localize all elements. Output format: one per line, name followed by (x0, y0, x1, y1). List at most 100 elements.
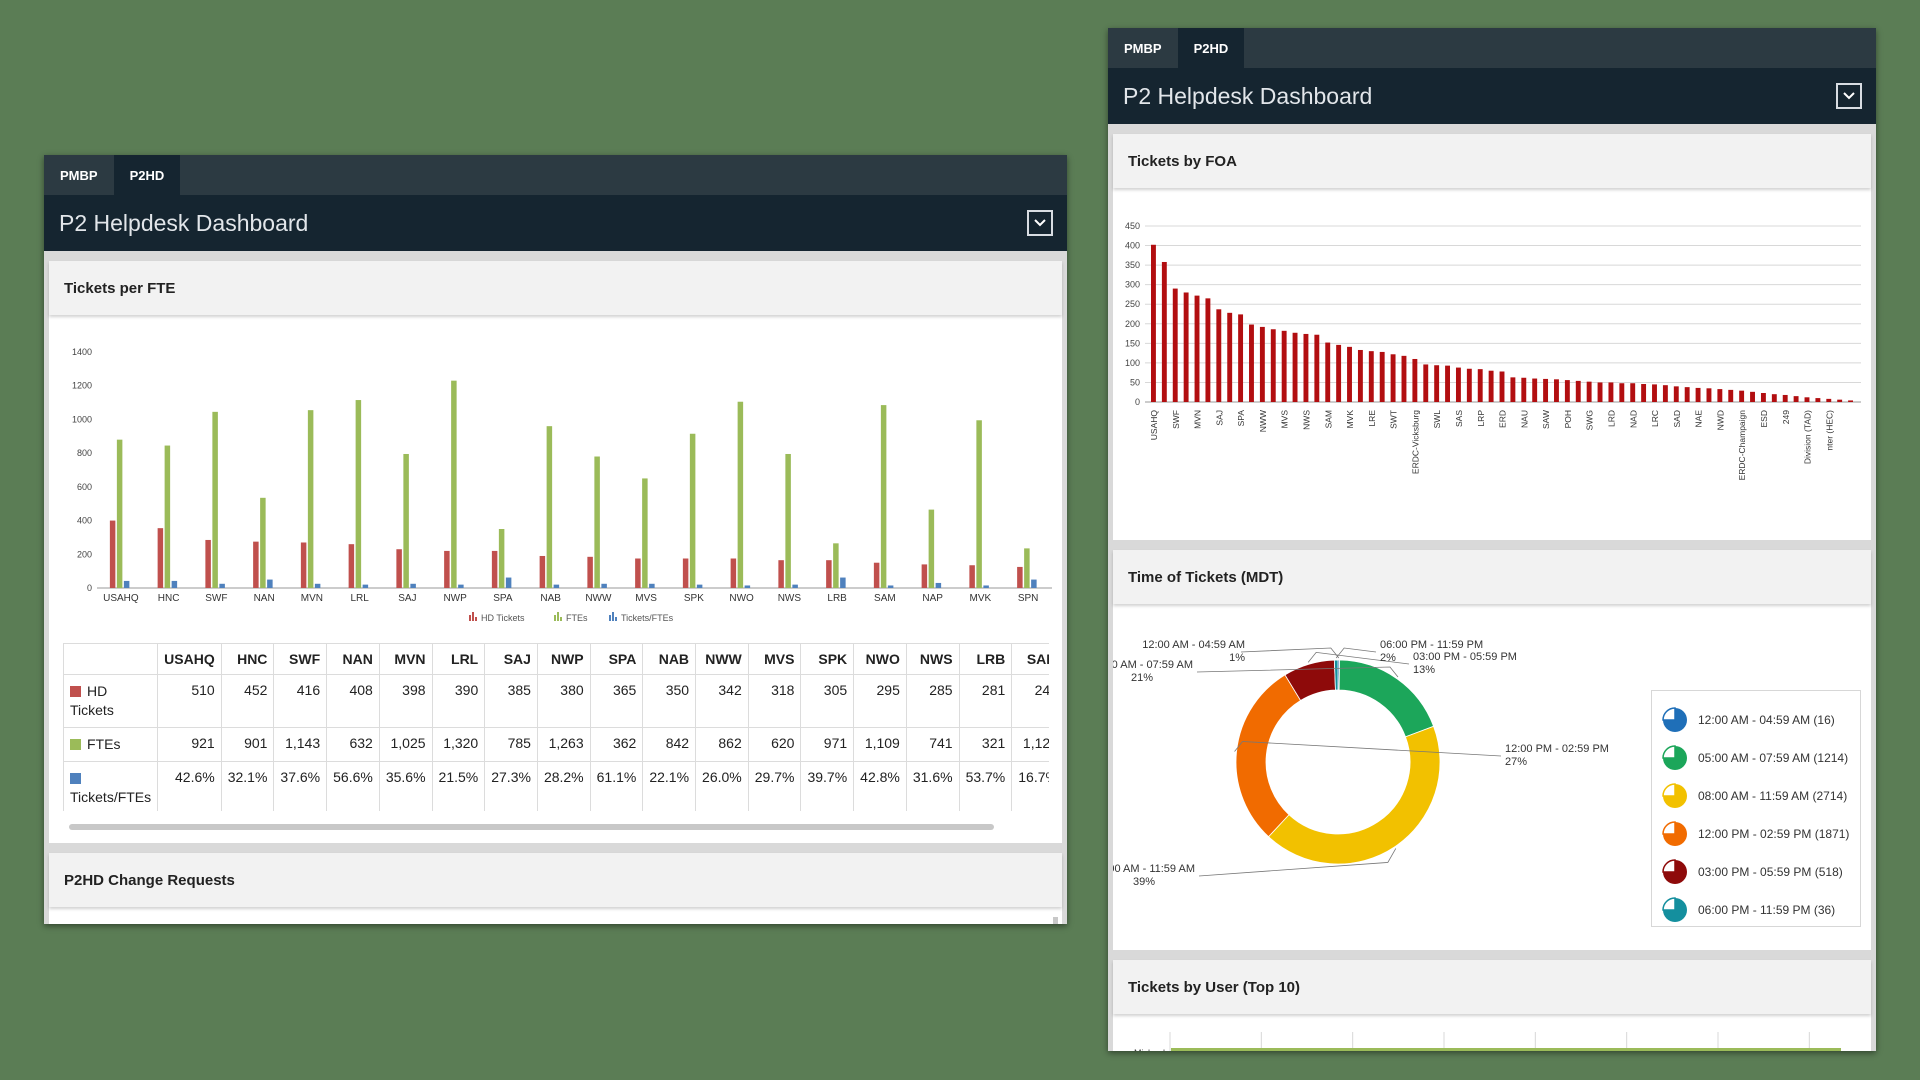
foa-bar (1303, 333, 1309, 402)
table-cell: 1,120 (1011, 727, 1049, 762)
foa-bar (1695, 387, 1701, 402)
tab-bar: PMBP P2HD (1108, 28, 1876, 68)
slice-label: 03:00 PM - 05:59 PM (1413, 651, 1517, 663)
column-header: HNC (220, 643, 275, 675)
legend-swatch (615, 617, 617, 621)
foa-bar (1760, 393, 1766, 402)
bar-tickets-ftes (410, 583, 416, 588)
bar-hd-tickets (969, 565, 975, 588)
panel-header-tickets-by-foa: Tickets by FOA (1113, 134, 1871, 188)
legend-item[interactable]: 03:00 PM - 05:59 PM (518) (1662, 853, 1860, 891)
foa-bar (1423, 364, 1429, 402)
tab-pmbp[interactable]: PMBP (1124, 40, 1162, 56)
foa-bar (1652, 384, 1657, 402)
bar-hd-tickets (587, 556, 593, 588)
foa-bar (1608, 382, 1614, 402)
x-tick-label: NAB (540, 593, 561, 604)
bar-ftes (976, 420, 982, 588)
right-dashboard-window: PMBP P2HD P2 Helpdesk Dashboard Tickets … (1108, 28, 1876, 1051)
legend-swatch (472, 612, 474, 621)
x-tick-label: NAP (922, 593, 943, 604)
bar-hd-tickets (539, 555, 546, 588)
legend-item[interactable]: 08:00 AM - 11:59 AM (2714) (1662, 777, 1860, 815)
table-cell: 35.6% (378, 761, 433, 811)
dropdown-button[interactable] (1027, 210, 1053, 236)
foa-bar (1499, 371, 1505, 402)
bar-hd-tickets (253, 541, 259, 588)
table-cell: 42.8% (853, 761, 907, 811)
table-cell: 39.7% (800, 761, 855, 811)
slice-label: 08:00 AM - 11:59 AM (1113, 863, 1195, 875)
foa-bar (1815, 398, 1821, 402)
column-header: SAM (1011, 643, 1049, 675)
bar-ftes (928, 509, 935, 588)
x-tick-label: ERDC-Vicksburg (1410, 410, 1420, 474)
x-tick-label: SAM (1323, 410, 1333, 428)
label-leader-line (1335, 647, 1377, 659)
x-tick-label: LRC (1650, 410, 1660, 427)
bar-tickets-ftes (744, 585, 751, 588)
table-cell: 842 (642, 727, 697, 762)
table-cell: 385 (484, 674, 538, 728)
legend-item[interactable]: 06:00 PM - 11:59 PM (36) (1662, 891, 1860, 929)
x-tick-label: USAHQ (1149, 410, 1159, 441)
slice-label: 05:00 AM - 07:59 AM (1113, 659, 1193, 671)
dropdown-button[interactable] (1836, 83, 1862, 109)
foa-bar (1750, 391, 1755, 402)
pie-icon (1662, 745, 1687, 770)
slice-percent: 2% (1380, 652, 1396, 664)
y-tick-label: 1000 (72, 414, 92, 424)
tickets-by-user-chart: Michael (1134, 1032, 1841, 1051)
vertical-scrollbar[interactable] (1053, 917, 1058, 924)
tab-p2hd[interactable]: P2HD (1177, 28, 1245, 68)
panel-header-change-requests: P2HD Change Requests (49, 853, 1062, 907)
pie-icon-outline (1662, 897, 1676, 911)
bar-tickets-ftes (840, 577, 846, 588)
legend-item[interactable]: 05:00 AM - 07:59 AM (1214) (1662, 739, 1860, 777)
table-cell: 42.6% (157, 761, 222, 811)
bar-ftes (833, 543, 839, 588)
x-tick-label: USAHQ (103, 593, 139, 604)
left-dashboard-window: PMBP P2HD P2 Helpdesk Dashboard Tickets … (44, 155, 1067, 924)
tab-p2hd[interactable]: P2HD (113, 155, 181, 195)
foa-bar (1325, 342, 1331, 402)
label-leader-line (1198, 848, 1397, 877)
foa-bar (1314, 334, 1320, 402)
donut-slice (1333, 659, 1339, 691)
x-tick-label: NAD (1628, 410, 1638, 428)
tab-pmbp[interactable]: PMBP (60, 167, 98, 183)
slice-percent: 39% (1133, 876, 1155, 888)
table-cell: 281 (958, 674, 1013, 728)
x-tick-label: ESD (1759, 410, 1769, 427)
foa-bar (1804, 397, 1810, 402)
x-tick-label: 249 (1781, 410, 1791, 424)
x-tick-label: SPA (493, 593, 513, 604)
bar-tickets-ftes (601, 583, 607, 588)
pie-icon-outline (1662, 821, 1676, 835)
table-cell: 741 (905, 727, 960, 762)
donut-slice (1235, 674, 1302, 838)
foa-bar (1445, 365, 1450, 402)
pie-icon-outline (1662, 859, 1676, 873)
table-cell: 53.7% (958, 761, 1013, 811)
x-tick-label: LRE (1367, 410, 1377, 427)
horizontal-scrollbar[interactable] (69, 824, 994, 830)
table-cell: 342 (695, 674, 749, 728)
x-tick-label: NWP (443, 593, 467, 604)
table-cell: 27.3% (484, 761, 538, 811)
table-cell: 350 (642, 674, 697, 728)
tickets-per-fte-table: USAHQ HNC SWF NAN MVN LRL SAJ NWP SPA NAB NWW MVS SP… (63, 643, 1049, 811)
legend-item[interactable]: 12:00 AM - 04:59 AM (16) (1662, 701, 1860, 739)
legend-item[interactable]: 12:00 PM - 02:59 PM (1871) (1662, 815, 1860, 853)
legend-item: FTEs (554, 612, 588, 623)
column-header: LRB (958, 643, 1013, 675)
foa-bar (1554, 379, 1559, 402)
table-row: HD Tickets 510 452 416 408 398 390 385 380 365 350… (63, 674, 1049, 728)
x-tick-label: NAU (1519, 410, 1529, 428)
table-corner (63, 643, 159, 675)
bar-ftes (689, 433, 696, 588)
bar-tickets-ftes (171, 580, 178, 588)
foa-bar (1586, 381, 1592, 402)
x-tick-label: SWL (1432, 410, 1442, 429)
x-tick-label: NWO (729, 593, 754, 604)
